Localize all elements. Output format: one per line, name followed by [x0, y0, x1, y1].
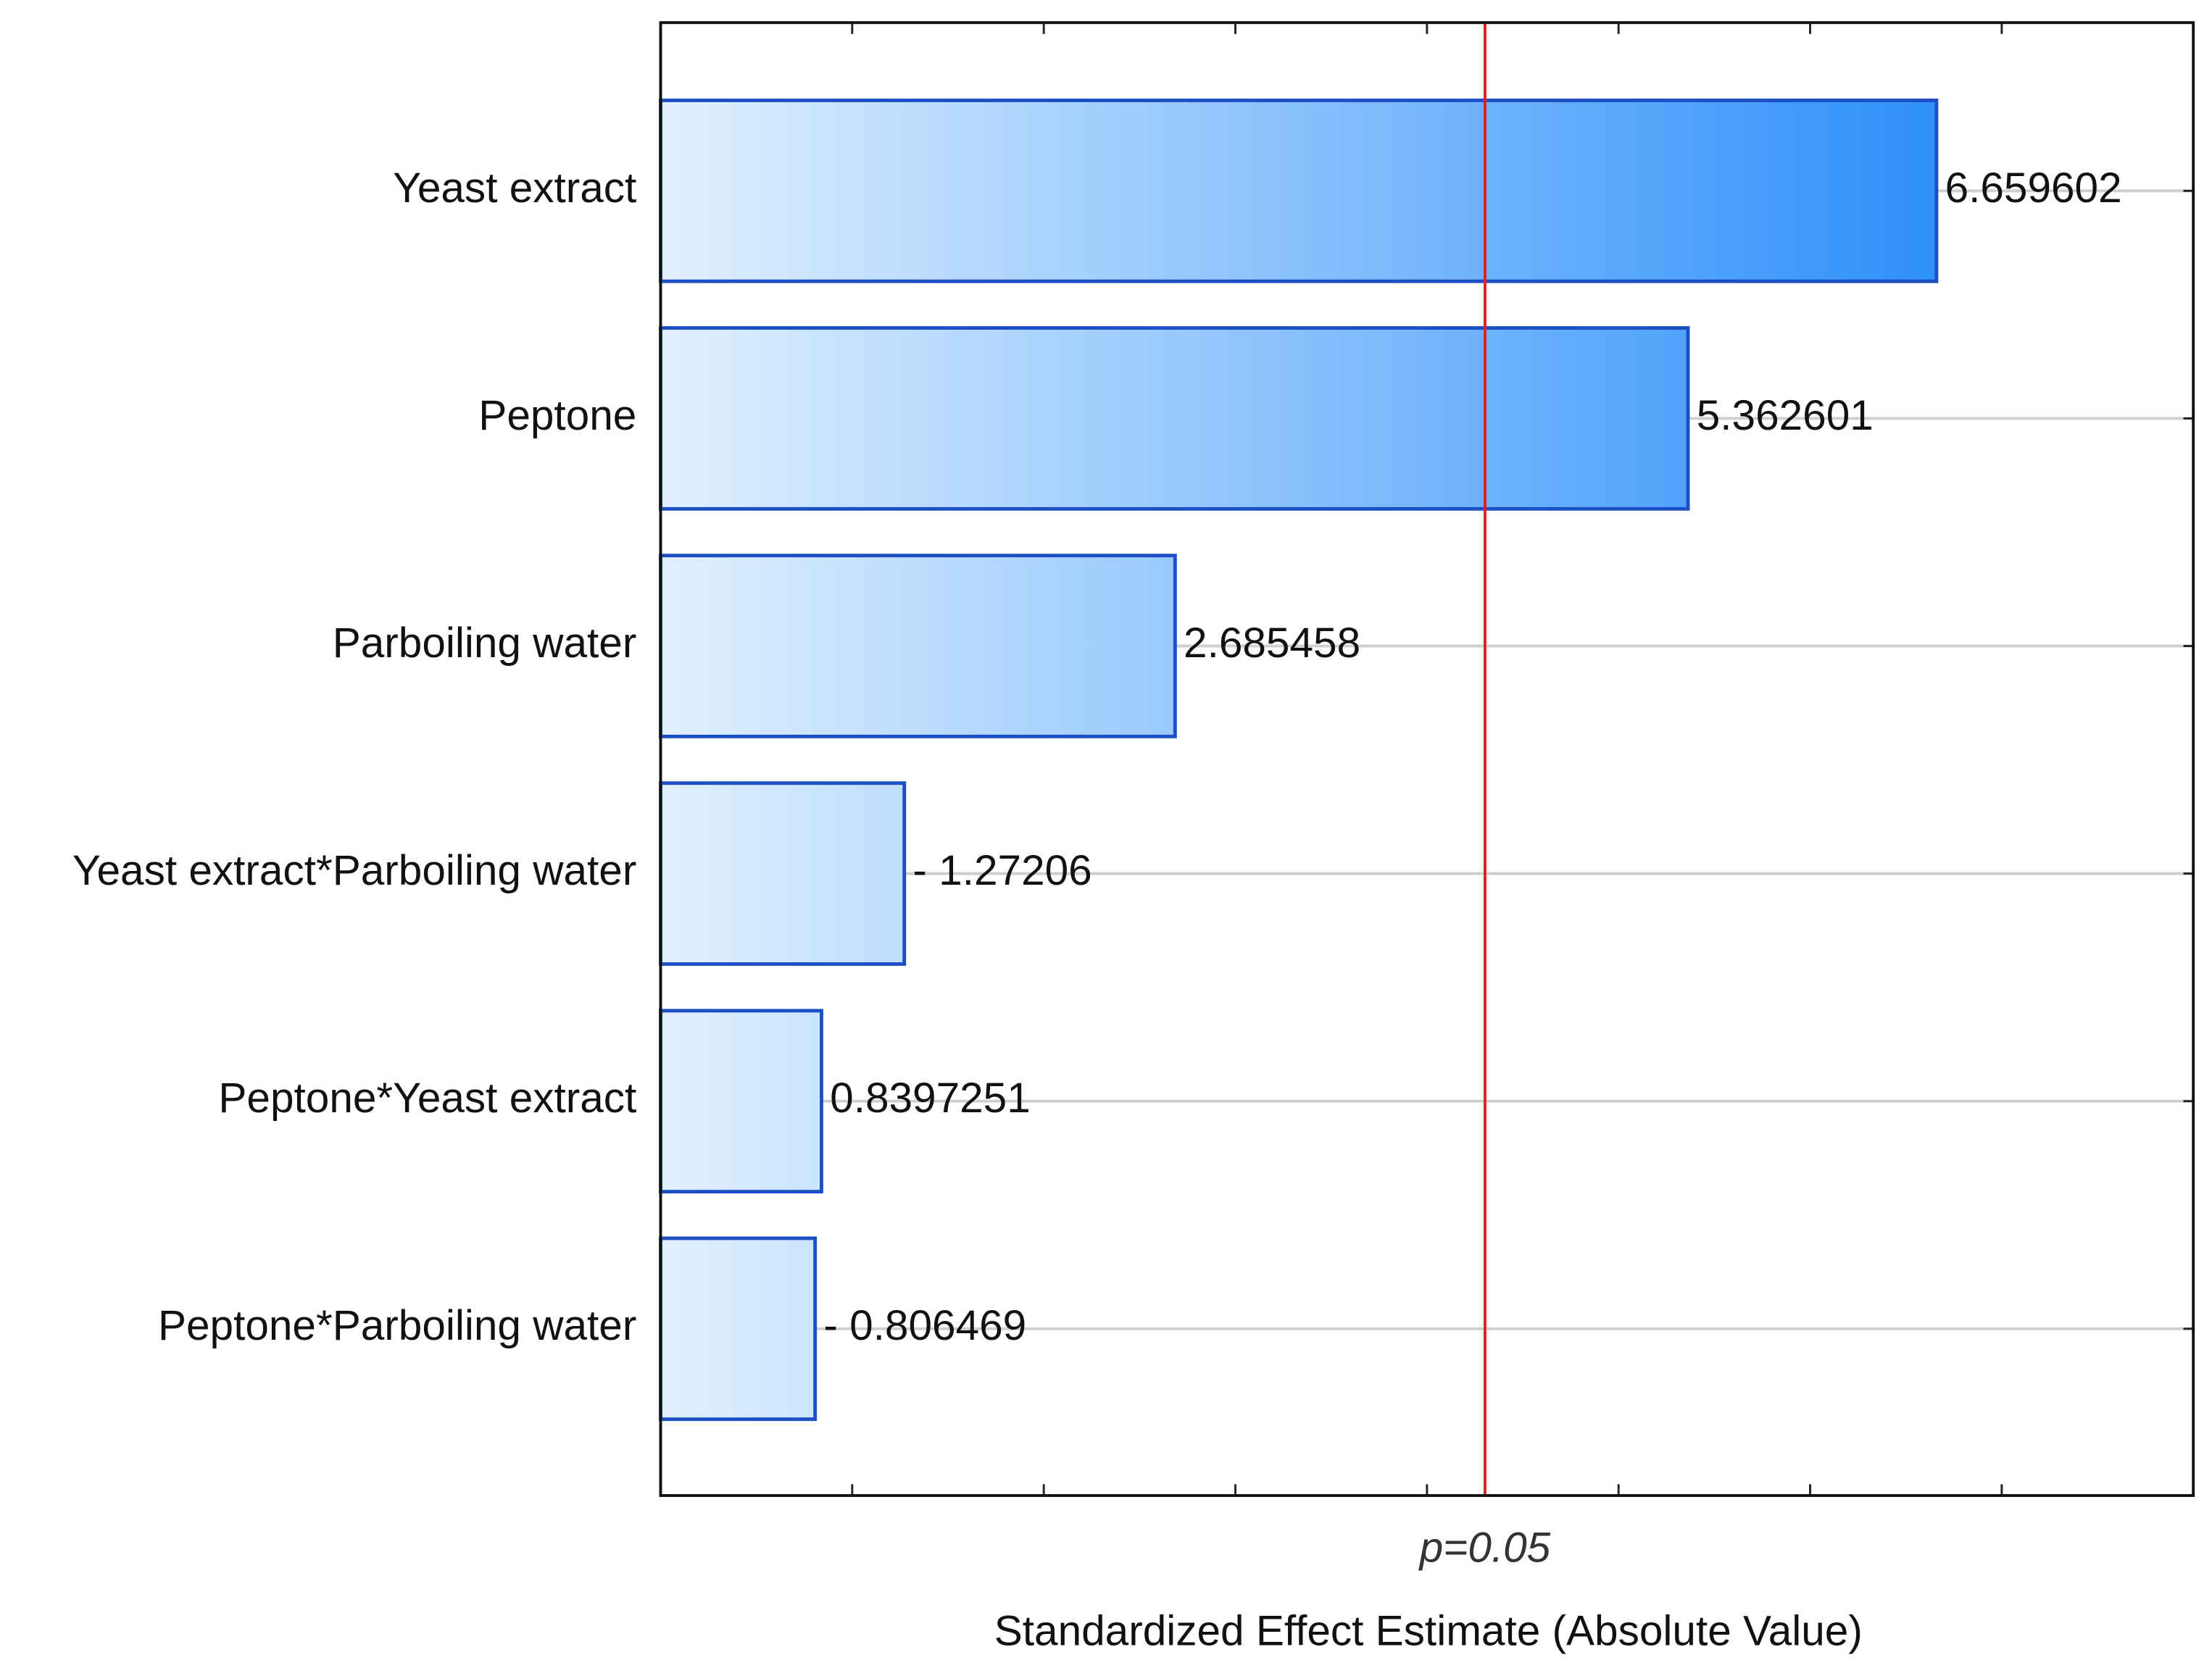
value-label: - 1.27206 — [912, 847, 1092, 894]
y-tick-label: Peptone*Parboiling water — [158, 1302, 636, 1349]
value-label: - 0.806469 — [823, 1302, 1026, 1349]
x-axis-title: Standardized Effect Estimate (Absolute V… — [994, 1608, 1863, 1655]
value-label: 5.362601 — [1697, 392, 1874, 439]
y-tick-label: Yeast extract — [393, 164, 636, 212]
value-label: 2.685458 — [1184, 620, 1360, 667]
plot-frame — [659, 21, 2195, 1497]
bar — [659, 554, 1177, 738]
y-tick-label: Parboiling water — [333, 620, 637, 667]
bar — [659, 99, 1939, 283]
y-tick-label: Peptone*Yeast extract — [218, 1075, 636, 1122]
y-tick-label: Yeast extract*Parboiling water — [72, 847, 636, 894]
bar — [659, 781, 907, 966]
value-label: 6.659602 — [1945, 164, 2122, 212]
reference-label: p=0.05 — [1418, 1525, 1551, 1572]
y-tick-label: Peptone — [478, 392, 636, 439]
value-label: 0.8397251 — [830, 1075, 1031, 1122]
bar — [659, 1236, 818, 1422]
bar — [659, 1009, 823, 1194]
bar — [659, 326, 1690, 511]
